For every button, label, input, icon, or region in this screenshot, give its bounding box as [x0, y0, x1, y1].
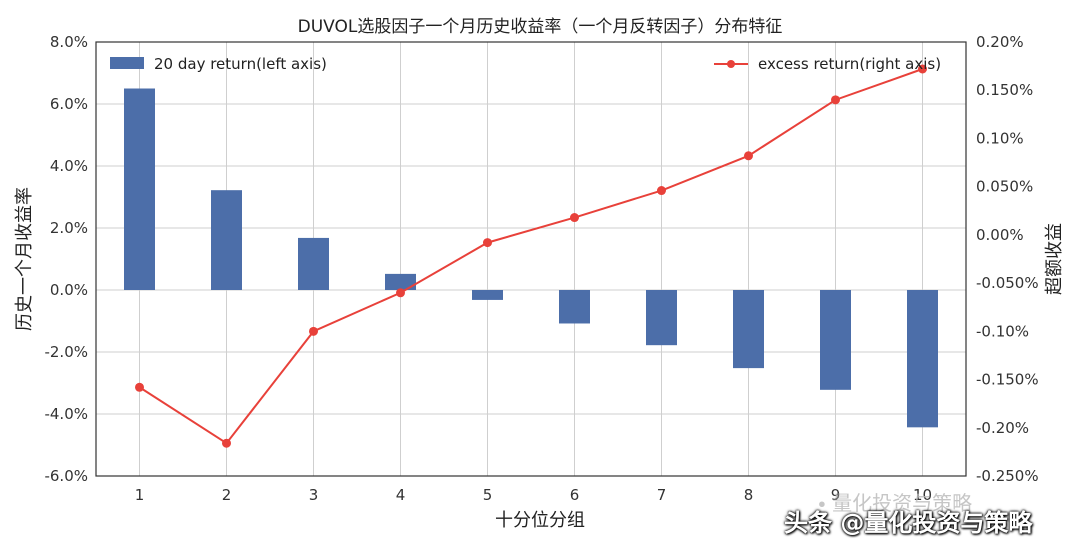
bar-series [124, 88, 938, 428]
watermark-bottom: 头条 @量化投资与策略 [784, 509, 1033, 537]
left-tick-label: -6.0% [44, 467, 88, 485]
bar [298, 237, 329, 290]
right-tick-label: -0.150% [976, 371, 1039, 389]
x-axis-label: 十分位分组 [495, 510, 585, 531]
line-point [657, 186, 666, 196]
left-tick-label: -4.0% [44, 405, 88, 423]
line-point [309, 326, 318, 336]
legend-bar-label: 20 day return(left axis) [154, 55, 327, 73]
watermark-top: ꔷ 量化投资与策略 [818, 487, 972, 516]
line-series [135, 64, 927, 448]
legend-right: excess return(right axis) [714, 55, 941, 73]
x-tick-label: 2 [222, 486, 232, 504]
right-tick-label: -0.10% [976, 322, 1029, 340]
x-axis-ticks: 1 2 3 4 5 6 7 8 9 10 [135, 486, 932, 504]
wechat-icon: ꔷ [818, 495, 826, 514]
x-tick-label: 7 [657, 486, 667, 504]
line-point [483, 238, 492, 248]
x-tick-label: 8 [744, 486, 754, 504]
y2-axis-label: 超额收益 [1044, 223, 1065, 295]
plot-frame [95, 41, 967, 477]
right-tick-label: 0.00% [976, 226, 1024, 244]
line-point [570, 213, 579, 223]
x-tick-label: 10 [913, 486, 932, 504]
bar [385, 273, 416, 290]
left-axis-ticks: -6.0% -4.0% -2.0% 0.0% 2.0% 4.0% 6.0% 8.0% [44, 33, 88, 485]
left-tick-label: 2.0% [50, 219, 88, 237]
x-tick-label: 4 [396, 486, 406, 504]
right-axis-ticks: -0.250% -0.20% -0.150% -0.10% -0.050% 0.00% 0.… [976, 33, 1039, 485]
line-point [222, 438, 231, 448]
line-point [744, 151, 753, 161]
bar [559, 290, 590, 324]
right-tick-label: 0.10% [976, 129, 1024, 147]
bar [124, 88, 155, 290]
right-tick-label: 0.150% [976, 81, 1033, 99]
right-tick-label: -0.20% [976, 419, 1029, 437]
right-tick-label: 0.050% [976, 178, 1033, 196]
chart-title: DUVOL选股因子一个月历史收益率（一个月反转因子）分布特征 [298, 17, 783, 37]
x-tick-label: 5 [483, 486, 493, 504]
right-tick-label: -0.250% [976, 467, 1039, 485]
x-tick-label: 9 [831, 486, 841, 504]
left-tick-label: 6.0% [50, 95, 88, 113]
x-tick-label: 6 [570, 486, 580, 504]
line-point [396, 288, 405, 298]
excess-return-line [138, 68, 923, 445]
x-tick-label: 1 [135, 486, 145, 504]
bar [733, 290, 764, 369]
line-point [831, 95, 840, 105]
bar [646, 290, 677, 346]
legend-left: 20 day return(left axis) [110, 55, 327, 73]
legend-bar-swatch [110, 57, 144, 69]
y-axis-label: 历史一个月收益率 [14, 187, 35, 331]
bar [907, 290, 938, 428]
x-tick-label: 3 [309, 486, 319, 504]
gridlines [96, 41, 966, 477]
line-point [135, 382, 144, 392]
legend-line-label: excess return(right axis) [758, 55, 941, 73]
legend-line-marker [727, 60, 735, 68]
bar [820, 290, 851, 390]
left-tick-label: 8.0% [50, 33, 88, 51]
line-point [918, 64, 927, 74]
left-tick-label: 4.0% [50, 157, 88, 175]
left-tick-label: 0.0% [50, 281, 88, 299]
left-tick-label: -2.0% [44, 343, 88, 361]
right-tick-label: -0.050% [976, 274, 1039, 292]
right-tick-label: 0.20% [976, 33, 1024, 51]
watermark-top-text: 量化投资与策略 [832, 491, 973, 515]
bar [472, 290, 503, 300]
bar [211, 190, 242, 290]
